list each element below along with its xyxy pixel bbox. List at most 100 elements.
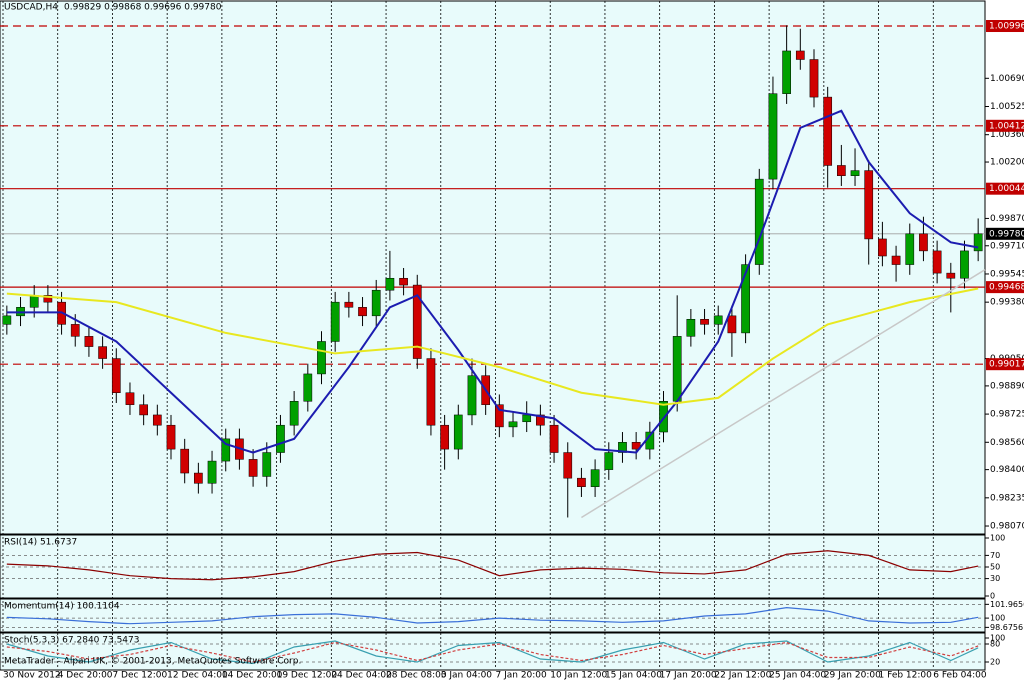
level-label: 1.00996 (989, 22, 1024, 32)
candle-body (631, 442, 641, 450)
candle-body (152, 414, 162, 426)
x-tick-label: 25 Jan 04:00 (769, 671, 826, 681)
x-tick-label: 14 Dec 20:00 (222, 671, 283, 681)
indicator-line (6, 287, 979, 406)
y-tick-label: 20 (990, 658, 1000, 667)
candle-body (891, 255, 901, 265)
pane-title: Momentum(14) 100.1104 (4, 602, 120, 612)
candle-body (453, 414, 463, 450)
y-tick-label: 100 (990, 634, 1005, 643)
y-tick-label: 0.98890 (990, 381, 1024, 391)
y-tick-label: 0 (990, 592, 995, 601)
candle-body (412, 284, 422, 359)
y-tick-label: 50 (990, 563, 1000, 572)
y-tick-label: 0.98070 (990, 522, 1024, 532)
level-label-bg (986, 119, 1024, 132)
level-label-bg (986, 358, 1024, 371)
candle-body (700, 318, 709, 325)
y-tick-label: 100 (990, 534, 1005, 543)
x-tick-label: 1 Feb 12:00 (879, 671, 933, 681)
candle-body (659, 401, 668, 433)
y-tick-label: 1.00360 (990, 130, 1024, 140)
y-tick-label: 1.00200 (990, 158, 1024, 168)
y-tick-label: 1.00525 (990, 102, 1024, 112)
indicator-line (6, 640, 979, 665)
x-tick-label: 22 Jan 12:00 (714, 671, 771, 681)
x-tick-label: 15 Jan 04:00 (605, 671, 662, 681)
chart-subtitle: 0.99829 0.99868 0.99696 0.99780 (64, 3, 222, 13)
candle-body (426, 358, 436, 426)
x-tick-label: 7 Jan 20:00 (496, 671, 548, 681)
indicator-line (6, 109, 979, 454)
candle-body (536, 414, 545, 426)
candle-body (919, 233, 928, 252)
candle-body (494, 404, 504, 428)
candle-body (440, 424, 449, 450)
indicator-line (6, 550, 979, 581)
candle-body (522, 414, 532, 423)
candle-body (850, 170, 860, 176)
candle-body (317, 341, 326, 375)
candle-body (754, 178, 764, 265)
pane-title: RSI(14) 51.6737 (4, 538, 77, 548)
y-tick-label: 0.98400 (990, 465, 1024, 475)
x-tick-label: 6 Feb 04:00 (933, 671, 987, 681)
candle-body (618, 442, 627, 453)
y-tick-label: 1.00690 (990, 74, 1024, 84)
x-tick-label: 17 Jan 20:00 (660, 671, 717, 681)
pane-bg (0, 632, 986, 671)
candle-body (577, 477, 586, 487)
indicator-line (581, 269, 986, 519)
candle-body (221, 438, 231, 462)
candle-body (878, 238, 887, 257)
candle-body (686, 318, 696, 337)
candle-body (823, 96, 833, 166)
candle-body (84, 336, 94, 347)
candle-body (248, 459, 258, 477)
current-label-bg (986, 227, 1024, 240)
candle-body (330, 301, 340, 342)
level-label-bg (986, 182, 1024, 195)
level-label-bg (986, 281, 1024, 294)
candle-body (358, 307, 367, 317)
candle-body (549, 424, 559, 453)
x-tick-label: 19 Dec 12:00 (277, 671, 338, 681)
candle-body (672, 336, 682, 402)
candle-body (795, 50, 805, 60)
candle-body (741, 264, 750, 334)
candle-body (973, 233, 983, 252)
level-label: 0.99468 (989, 283, 1024, 293)
y-tick-label: 0.99710 (990, 241, 1024, 251)
candle-body (946, 272, 956, 279)
candle-body (207, 460, 217, 484)
candle-body (604, 452, 614, 470)
x-tick-label: 4 Dec 20:00 (58, 671, 113, 681)
candle-body (262, 452, 272, 477)
candle-body (2, 315, 12, 325)
candle-body (782, 50, 791, 94)
x-tick-label: 10 Jan 12:00 (550, 671, 607, 681)
candle-body (111, 358, 121, 393)
candle-body (344, 301, 354, 308)
y-tick-label: 0.98725 (990, 410, 1024, 420)
candle-body (768, 93, 778, 180)
candle-body (864, 170, 874, 240)
x-tick-label: 24 Dec 04:00 (331, 671, 392, 681)
candle-body (399, 277, 408, 286)
candle-body (932, 250, 942, 274)
level-label: 0.99017 (989, 360, 1024, 370)
candle-body (508, 421, 518, 428)
pane-bg (0, 0, 986, 535)
watermark: MetaTrader - Alpari UK, © 2001-2013, Met… (4, 657, 301, 667)
x-tick-label: 30 Nov 2012 (3, 671, 61, 681)
level-label: 1.00044 (989, 184, 1024, 194)
y-tick-label: 0.98235 (990, 493, 1024, 503)
chart-title: USDCAD,H4 (4, 3, 58, 13)
level-label-bg (986, 20, 1024, 33)
candle-body (590, 469, 600, 487)
x-tick-label: 3 Jan 04:00 (441, 671, 493, 681)
candle-body (713, 315, 723, 325)
x-tick-label: 29 Jan 20:00 (824, 671, 881, 681)
candle-body (960, 250, 969, 279)
